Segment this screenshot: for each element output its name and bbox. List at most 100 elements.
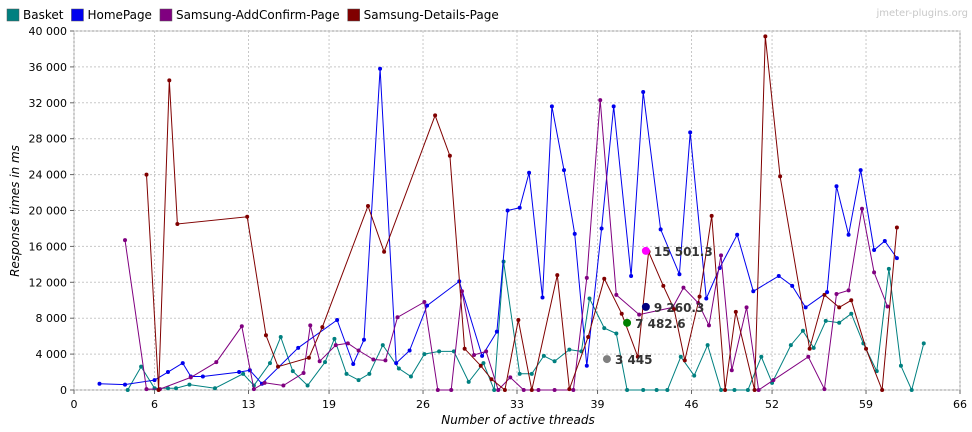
legend-swatch (6, 8, 20, 22)
data-point (614, 331, 619, 336)
data-point (682, 358, 687, 363)
data-point (834, 184, 839, 189)
average-marker (641, 246, 650, 255)
data-point (200, 374, 205, 379)
data-point (239, 324, 244, 329)
data-point (502, 388, 507, 392)
data-point (301, 370, 306, 375)
data-point (505, 208, 510, 213)
data-point (276, 364, 281, 369)
data-point (156, 388, 161, 392)
data-point (811, 345, 816, 350)
data-point (517, 371, 522, 376)
x-tick-label: 19 (322, 398, 336, 411)
average-marker (602, 355, 611, 364)
data-point (516, 317, 521, 322)
data-point (790, 283, 795, 288)
series-homepage (97, 66, 899, 387)
data-point (677, 272, 682, 277)
y-axis-title: Response times in ms (8, 145, 22, 277)
data-point (447, 153, 452, 158)
legend-label: HomePage (87, 8, 152, 22)
data-point (846, 232, 851, 237)
data-point (290, 369, 295, 374)
data-point (174, 386, 179, 391)
data-point (837, 305, 842, 310)
average-label: 7 482.6 (635, 317, 685, 331)
data-point (152, 378, 157, 383)
series-line (99, 68, 898, 386)
data-point (874, 369, 879, 374)
data-point (371, 357, 376, 362)
data-point (152, 386, 157, 391)
data-point (489, 377, 494, 382)
data-point (681, 285, 686, 290)
data-point (382, 249, 387, 254)
data-point (756, 388, 761, 392)
data-point (165, 386, 170, 391)
data-point (422, 300, 427, 305)
data-point (858, 168, 863, 173)
data-point (625, 388, 630, 392)
y-tick-label: 20 000 (29, 205, 68, 218)
data-point (688, 130, 693, 135)
average-label: 3 445 (615, 353, 653, 367)
data-point (751, 289, 756, 294)
x-tick-label: 33 (510, 398, 524, 411)
data-point (771, 378, 776, 383)
data-point (719, 253, 724, 258)
data-point (599, 226, 604, 231)
data-point (144, 387, 149, 392)
data-point (822, 387, 827, 392)
data-point (763, 34, 768, 39)
data-point (745, 388, 750, 392)
data-point (735, 232, 740, 237)
y-tick-label: 12 000 (29, 276, 68, 289)
data-point (894, 256, 899, 261)
data-point (759, 354, 764, 359)
data-point (97, 381, 102, 386)
data-point (602, 326, 607, 331)
data-point (305, 383, 310, 388)
data-point (123, 382, 128, 387)
data-point (723, 388, 728, 392)
legend-label: Samsung-Details-Page (364, 8, 499, 22)
average-markers: 15 501.3 9 260.3 7 482.6 3 445 (602, 245, 713, 367)
data-point (278, 335, 283, 340)
data-point (165, 370, 170, 375)
data-point (245, 214, 250, 219)
data-point (803, 305, 808, 310)
average-marker (623, 318, 632, 327)
data-point (332, 336, 337, 341)
data-point (517, 205, 522, 210)
data-point (552, 388, 557, 392)
legend-item: HomePage (71, 8, 152, 22)
data-point (678, 354, 683, 359)
data-point (344, 371, 349, 376)
legend-swatch (71, 8, 84, 22)
data-point (584, 363, 589, 368)
plot-area (73, 30, 961, 391)
data-point (383, 358, 388, 363)
average-label: 15 501.3 (654, 245, 713, 259)
data-point (705, 343, 710, 348)
series-samsung-addconfirm-page (123, 98, 890, 392)
data-point (732, 388, 737, 392)
data-point (825, 290, 830, 295)
data-point (237, 370, 242, 375)
y-tick-label: 36 000 (29, 61, 68, 74)
data-point (822, 292, 827, 297)
data-point (251, 387, 256, 392)
data-point (180, 361, 185, 366)
data-point (351, 361, 356, 366)
series-samsung-details-page (144, 34, 899, 392)
legend: Basket HomePage Samsung-AddConfirm-Page Sam… (6, 8, 499, 22)
data-point (602, 276, 607, 281)
data-point (704, 296, 709, 301)
legend-swatch (159, 8, 173, 22)
data-point (241, 371, 246, 376)
data-point (882, 239, 887, 244)
data-point (598, 98, 603, 103)
data-point (665, 388, 670, 392)
data-point (788, 343, 793, 348)
